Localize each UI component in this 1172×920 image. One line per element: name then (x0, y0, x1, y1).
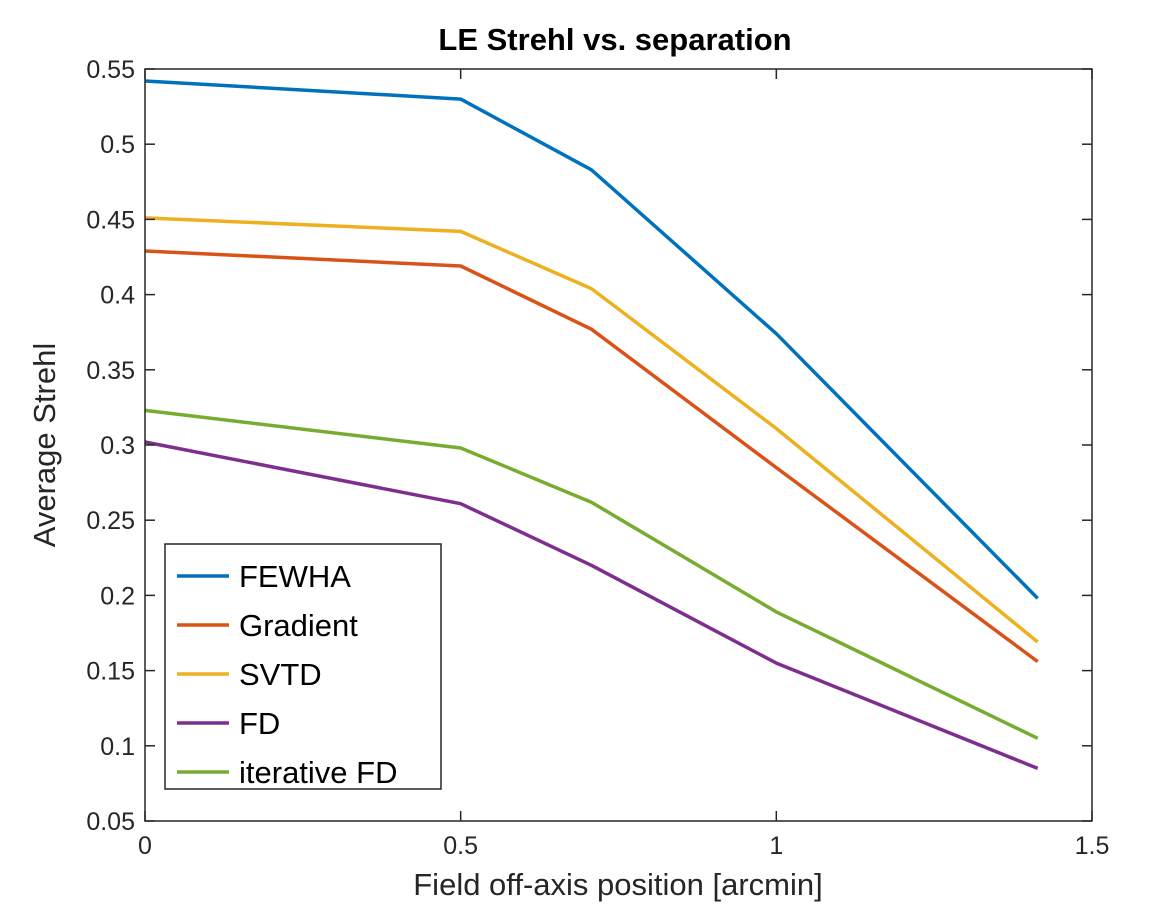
y-tick-label: 0.45 (86, 206, 135, 234)
y-axis-title: Average Strehl (27, 343, 62, 548)
y-tick-label: 0.25 (86, 507, 135, 535)
legend: FEWHA Gradient SVTD FD iterative FD (164, 543, 442, 790)
legend-label-2: Gradient (239, 608, 358, 643)
legend-label-1: FEWHA (239, 559, 351, 594)
series-line-4 (144, 440, 1039, 771)
y-tick-label: 0.55 (86, 56, 135, 84)
x-tick-label: 0 (138, 832, 152, 860)
legend-box (164, 543, 442, 790)
legend-label-4: FD (239, 706, 280, 741)
y-tick-label: 0.1 (100, 733, 135, 761)
legend-label-5: iterative FD (239, 755, 397, 790)
series-line-1 (144, 79, 1039, 600)
y-tick-label: 0.3 (100, 432, 135, 460)
x-tick-label: 1.5 (1075, 832, 1110, 860)
chart-title: LE Strehl vs. separation (438, 22, 791, 57)
axis-layer: 0 0.5 1 1.5 0.05 0.1 0.15 0.2 0.25 0.3 0.35 0.4 0.45… (86, 56, 1109, 860)
series-line-5 (144, 408, 1039, 740)
y-tick-label: 0.35 (86, 357, 135, 385)
series-line-3 (144, 216, 1039, 644)
y-tick-label: 0.2 (100, 582, 135, 610)
legend-label-3: SVTD (239, 657, 322, 692)
y-tick-label: 0.5 (100, 131, 135, 159)
y-tick-label: 0.05 (86, 808, 135, 836)
x-tick-label: 0.5 (443, 832, 478, 860)
series-layer (144, 79, 1039, 771)
series-line-2 (144, 249, 1039, 664)
y-tick-label: 0.15 (86, 658, 135, 686)
x-tick-label: 1 (769, 832, 783, 860)
x-axis-title: Field off-axis position [arcmin] (413, 867, 822, 902)
y-tick-label: 0.4 (100, 282, 135, 310)
